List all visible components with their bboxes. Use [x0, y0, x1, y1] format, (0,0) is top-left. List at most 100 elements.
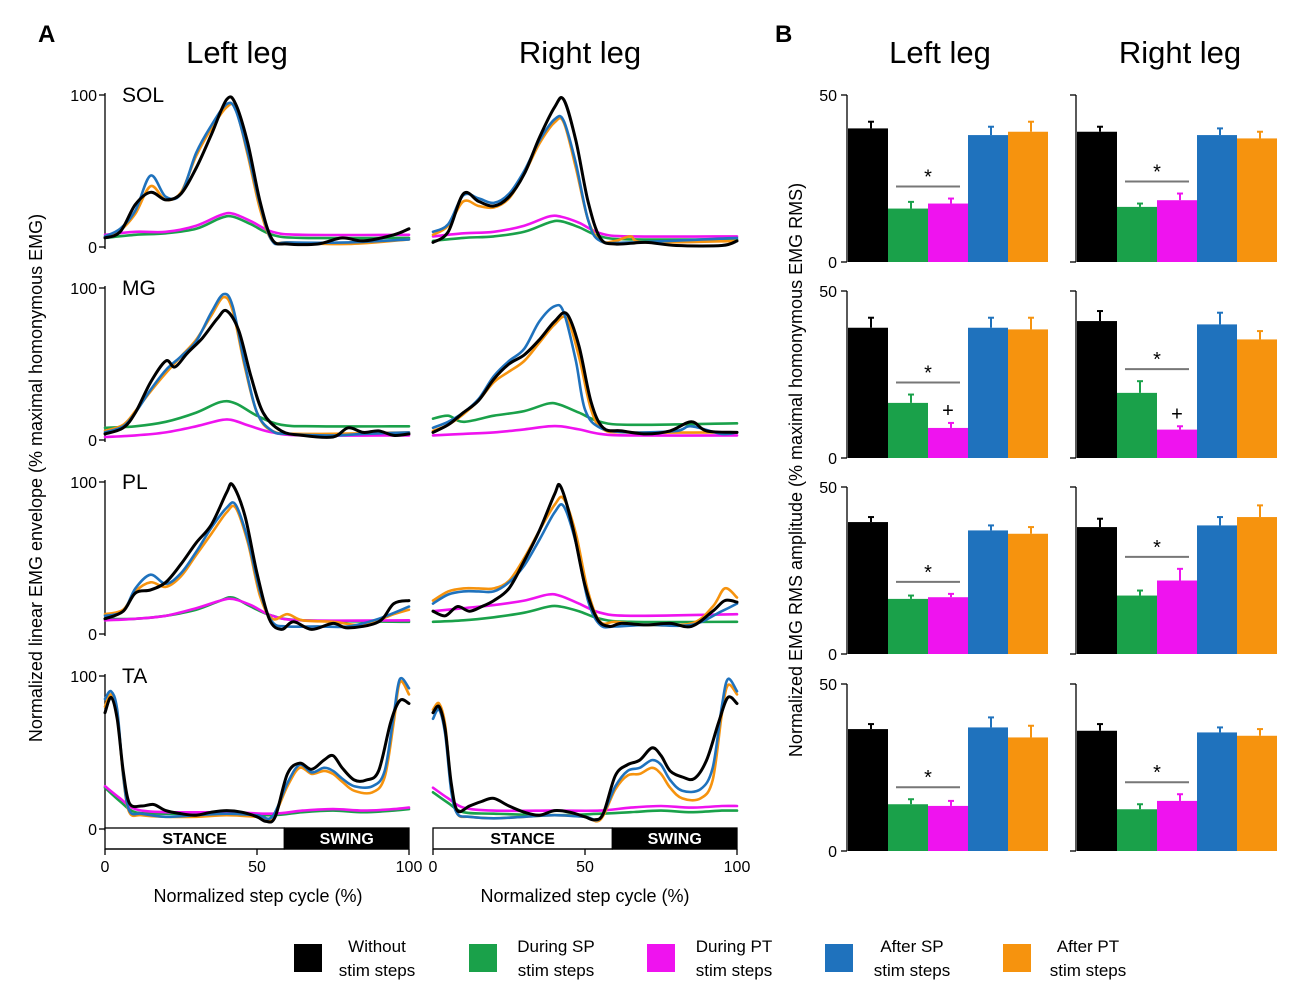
significance-plus: +: [1171, 403, 1183, 425]
bar-ta-right-after-pt: [1237, 735, 1277, 851]
significance-plus: +: [942, 400, 954, 422]
series-line-sol-left-during-pt: [103, 211, 411, 237]
bar-sol-left-during-sp: [888, 208, 928, 262]
series-line-ta-right-after-pt: [431, 683, 739, 823]
bar-sol-right-after-pt: [1237, 138, 1277, 262]
series-line-ta-left-after-sp: [103, 676, 411, 821]
bar-mg-right-during-sp: [1117, 392, 1157, 458]
significance-star: *: [1153, 537, 1161, 559]
series-line-ta-right-during-pt: [431, 786, 739, 813]
b-y-tick-label: 0: [828, 255, 837, 272]
a-x-tick-label: 100: [724, 859, 751, 876]
legend-label: stim steps: [874, 961, 951, 980]
bar-mg-right-during-pt: [1157, 429, 1197, 458]
legend-label: stim steps: [339, 961, 416, 980]
legend-label: After PT: [1057, 937, 1119, 956]
a-y-tick-label: 0: [88, 240, 97, 257]
bar-sol-right-during-sp: [1117, 206, 1157, 262]
significance-star: *: [924, 562, 932, 584]
legend-swatch-after-sp: [825, 944, 853, 972]
legend-label: stim steps: [696, 961, 773, 980]
bar-ta-right-without: [1077, 730, 1117, 851]
bar-mg-right-after-pt: [1237, 339, 1277, 458]
panel-a-letter: A: [38, 21, 55, 48]
b-y-tick-label: 50: [819, 677, 837, 694]
bar-pl-right-during-pt: [1157, 580, 1197, 654]
bar-mg-right-without: [1077, 321, 1117, 458]
swing-label: SWING: [320, 831, 374, 848]
panel-b-letter: B: [775, 21, 792, 48]
bar-pl-right-after-sp: [1197, 525, 1237, 654]
series-line-sol-right-after-pt: [431, 116, 739, 244]
bar-mg-left-during-pt: [928, 427, 968, 458]
stance-label: STANCE: [490, 831, 555, 848]
panel-a-right-x-axis-label: Normalized step cycle (%): [480, 886, 689, 906]
bar-mg-left-after-sp: [968, 327, 1008, 458]
panel-a-emg-envelopes: SOL 100 0 MG 100 0 PL 100 0 TA 100 0 STANCE SWING 0 50 1…: [70, 84, 750, 876]
legend-swatch-during-pt: [647, 944, 675, 972]
bar-sol-right-without: [1077, 131, 1117, 262]
bar-pl-left-after-sp: [968, 530, 1008, 654]
series-line-ta-right-after-sp: [431, 677, 739, 822]
b-y-tick-label: 0: [828, 451, 837, 468]
bar-pl-left-during-sp: [888, 598, 928, 654]
legend-label: Without: [348, 937, 406, 956]
bar-sol-left-after-sp: [968, 135, 1008, 262]
a-y-tick-label: 100: [70, 88, 97, 105]
panel-a-left-title: Left leg: [186, 35, 288, 70]
muscle-label-ta: TA: [122, 665, 147, 688]
bar-ta-right-during-sp: [1117, 809, 1157, 851]
legend-label: During PT: [696, 937, 773, 956]
legend-label: After SP: [880, 937, 943, 956]
b-y-tick-label: 50: [819, 88, 837, 105]
bar-pl-right-during-sp: [1117, 595, 1157, 654]
legend-label: stim steps: [518, 961, 595, 980]
bar-ta-right-after-sp: [1197, 732, 1237, 851]
significance-star: *: [924, 363, 932, 385]
bar-ta-left-during-pt: [928, 805, 968, 851]
series-line-ta-right-without: [431, 695, 739, 822]
bar-sol-right-after-sp: [1197, 135, 1237, 262]
a-y-tick-label: 100: [70, 281, 97, 298]
series-line-sol-right-during-sp: [431, 219, 739, 243]
muscle-label-sol: SOL: [122, 84, 164, 107]
legend-label: stim steps: [1050, 961, 1127, 980]
panel-a-right-title: Right leg: [519, 35, 641, 70]
panel-b-right-title: Right leg: [1119, 35, 1241, 70]
series-line-mg-left-after-sp: [103, 292, 411, 437]
a-y-tick-label: 0: [88, 822, 97, 839]
bar-sol-left-after-pt: [1008, 131, 1048, 262]
series-line-ta-left-after-pt: [103, 679, 411, 822]
series-line-mg-right-during-sp: [431, 401, 739, 427]
series-line-sol-right-during-pt: [431, 214, 739, 238]
series-line-sol-right-without: [431, 96, 739, 248]
bar-mg-left-during-sp: [888, 402, 928, 458]
bar-pl-right-without: [1077, 527, 1117, 654]
series-line-pl-left-after-pt: [103, 504, 411, 627]
series-line-mg-left-without: [103, 308, 411, 439]
stance-label: STANCE: [162, 831, 227, 848]
significance-star: *: [1153, 349, 1161, 371]
bar-mg-left-after-pt: [1008, 329, 1048, 458]
significance-star: *: [1153, 162, 1161, 184]
a-y-tick-label: 0: [88, 433, 97, 450]
panel-b-left-title: Left leg: [889, 35, 991, 70]
legend: Without stim steps During SP stim steps Duri…: [294, 937, 1126, 980]
legend-swatch-after-pt: [1003, 944, 1031, 972]
panel-b-y-axis-label: Normalized EMG RMS amplitude (% maximal …: [786, 183, 806, 757]
legend-swatch-during-sp: [469, 944, 497, 972]
a-y-tick-label: 0: [88, 627, 97, 644]
b-y-tick-label: 50: [819, 284, 837, 301]
series-line-sol-left-without: [103, 95, 411, 247]
muscle-label-mg: MG: [122, 277, 156, 300]
b-y-tick-label: 50: [819, 480, 837, 497]
significance-star: *: [924, 767, 932, 789]
bar-pl-right-after-pt: [1237, 517, 1277, 654]
a-y-tick-label: 100: [70, 475, 97, 492]
legend-label: During SP: [517, 937, 594, 956]
series-line-ta-left-without: [103, 695, 411, 824]
muscle-label-pl: PL: [122, 471, 148, 494]
a-x-tick-label: 0: [429, 859, 438, 876]
bar-pl-left-during-pt: [928, 597, 968, 654]
significance-star: *: [924, 167, 932, 189]
